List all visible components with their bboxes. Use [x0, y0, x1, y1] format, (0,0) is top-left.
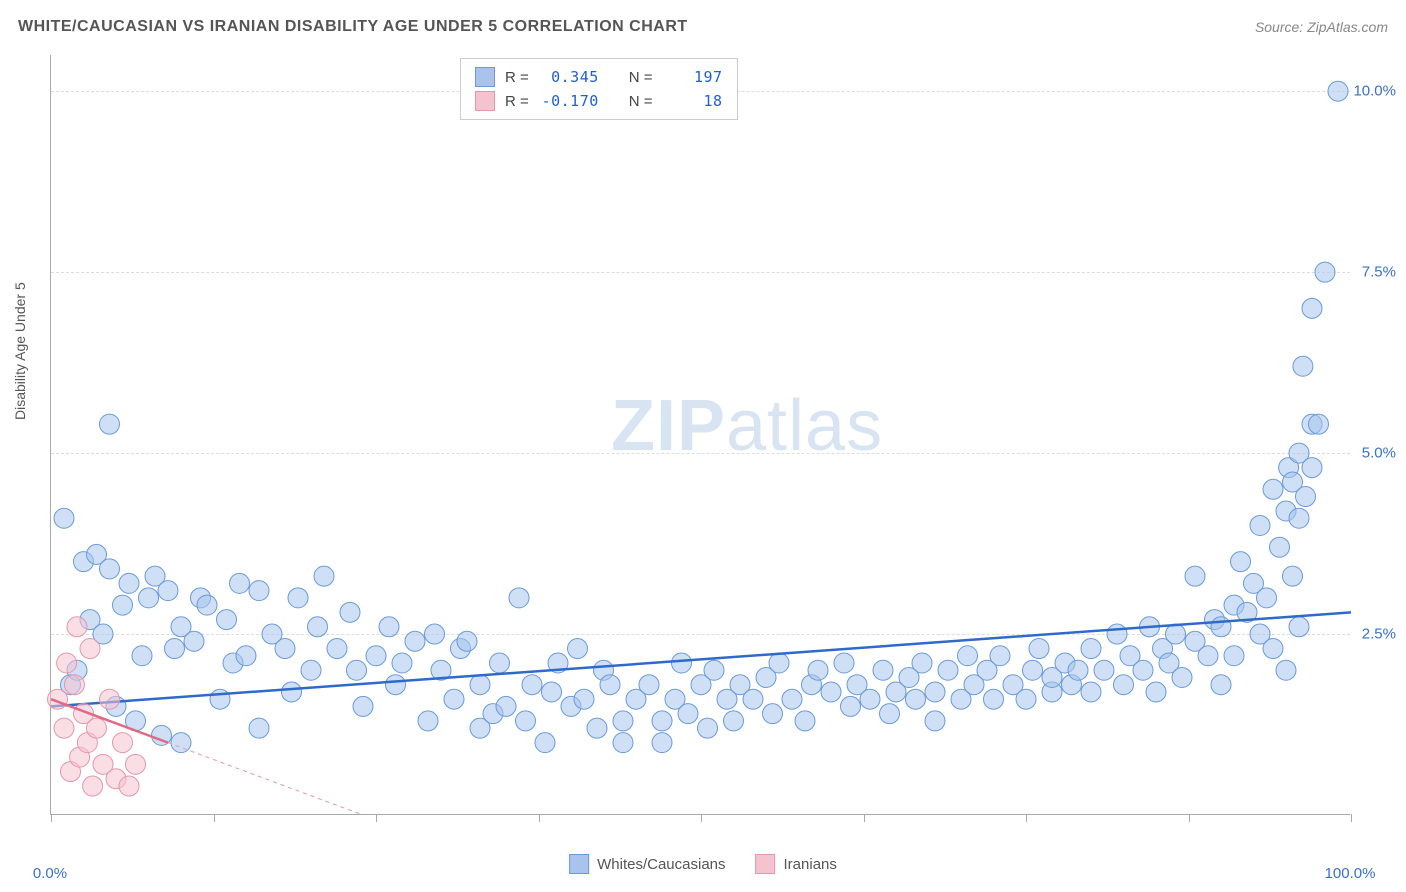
plot-area: ZIPatlas	[50, 55, 1350, 815]
source-name: ZipAtlas.com	[1307, 19, 1388, 35]
stats-row-series-1: R = -0.170 N = 18	[475, 89, 723, 113]
r-label-0: R =	[505, 69, 529, 86]
legend-label-1: Iranians	[784, 856, 837, 873]
source-attribution: Source: ZipAtlas.com	[1255, 19, 1388, 35]
n-value-0: 197	[663, 68, 723, 86]
legend-swatch-1	[756, 854, 776, 874]
legend-item-0: Whites/Caucasians	[569, 854, 725, 874]
y-axis-label: Disability Age Under 5	[12, 282, 28, 420]
r-value-0: 0.345	[539, 68, 599, 86]
y-tick-label: 5.0%	[1362, 445, 1396, 462]
r-value-1: -0.170	[539, 92, 599, 110]
r-label-1: R =	[505, 93, 529, 110]
legend-item-1: Iranians	[756, 854, 837, 874]
scatter-plot-svg	[51, 55, 1350, 814]
legend-label-0: Whites/Caucasians	[597, 856, 725, 873]
source-label: Source:	[1255, 19, 1303, 35]
chart-title: WHITE/CAUCASIAN VS IRANIAN DISABILITY AG…	[18, 18, 688, 36]
y-tick-label: 10.0%	[1353, 83, 1396, 100]
x-tick-label: 100.0%	[1325, 865, 1376, 882]
bottom-legend: Whites/Caucasians Iranians	[569, 854, 837, 874]
legend-swatch-0	[569, 854, 589, 874]
title-bar: WHITE/CAUCASIAN VS IRANIAN DISABILITY AG…	[18, 12, 1388, 42]
y-tick-label: 2.5%	[1362, 626, 1396, 643]
n-value-1: 18	[663, 92, 723, 110]
x-tick-label: 0.0%	[33, 865, 67, 882]
n-label-0: N =	[629, 69, 653, 86]
swatch-series-0	[475, 67, 495, 87]
stats-legend: R = 0.345 N = 197 R = -0.170 N = 18	[460, 58, 738, 120]
n-label-1: N =	[629, 93, 653, 110]
stats-row-series-0: R = 0.345 N = 197	[475, 65, 723, 89]
y-tick-label: 7.5%	[1362, 264, 1396, 281]
swatch-series-1	[475, 91, 495, 111]
